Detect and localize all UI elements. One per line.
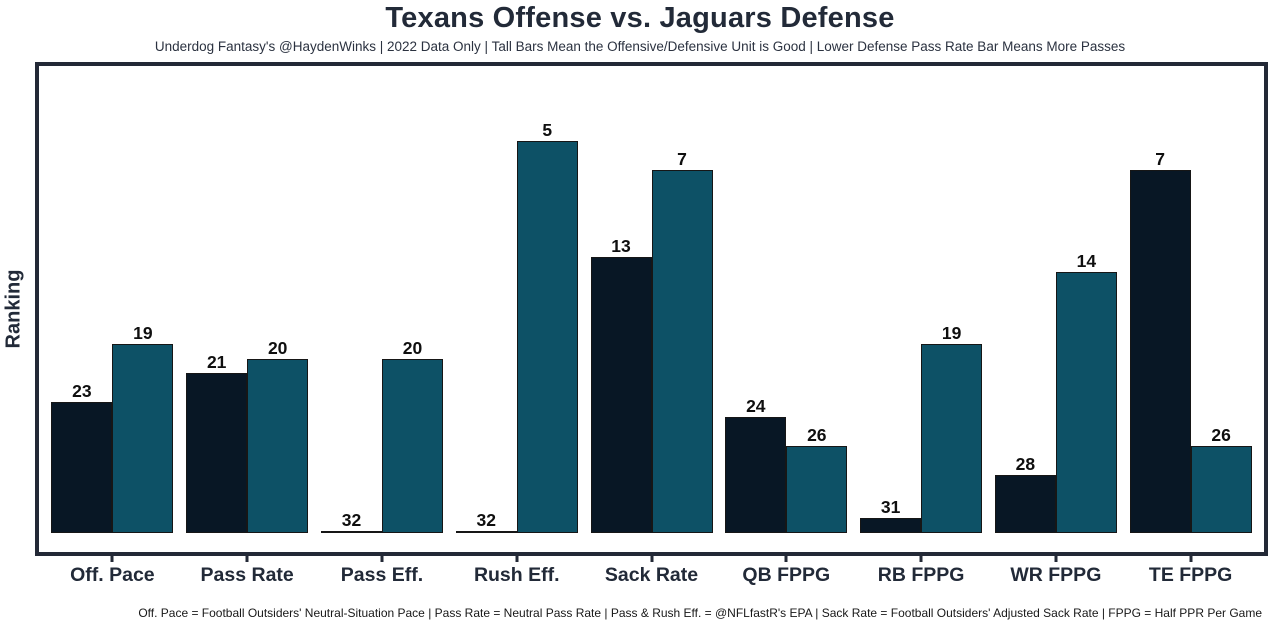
x-axis-label: QB FPPG: [742, 564, 831, 586]
x-axis-slot: Sack Rate: [584, 556, 719, 586]
bar-value-label: 32: [341, 510, 362, 530]
bar-column: 21: [186, 352, 248, 533]
x-tick: [919, 556, 923, 562]
x-axis-slot: Pass Eff.: [315, 556, 450, 586]
x-axis-slot: Rush Eff.: [449, 556, 584, 586]
bar-column: 26: [1190, 425, 1252, 533]
bar-group: 24 26: [719, 396, 854, 533]
chart-subtitle: Underdog Fantasy's @HaydenWinks | 2022 D…: [154, 39, 1126, 54]
x-axis-label: Rush Eff.: [473, 564, 560, 586]
y-axis-title: Ranking: [2, 269, 25, 349]
bar-group: 32 20: [315, 338, 450, 533]
bar-column: 7: [651, 149, 713, 533]
bar-column: 32: [455, 510, 517, 533]
bar-value-label: 26: [807, 425, 827, 445]
bar-group: 21 20: [180, 338, 315, 533]
x-axis-slot: TE FPPG: [1123, 556, 1258, 586]
bar-value-label: 20: [402, 338, 423, 358]
bar: [1190, 446, 1252, 533]
bar-column: 19: [112, 323, 174, 533]
bar-value-label: 13: [611, 236, 631, 256]
bar-column: 28: [994, 454, 1056, 533]
bar-group: 7 26: [1123, 149, 1258, 533]
x-tick: [245, 556, 249, 562]
bar: [51, 402, 113, 533]
bar-column: 26: [786, 425, 848, 533]
bar: [247, 359, 309, 533]
x-tick: [1189, 556, 1193, 562]
bar: [112, 344, 174, 533]
x-tick: [650, 556, 654, 562]
bar-group: 31 19: [854, 323, 989, 533]
bar-group: 32 5: [449, 120, 584, 533]
x-tick: [784, 556, 788, 562]
bar: [786, 446, 848, 533]
bar: [516, 141, 578, 533]
bar-column: 32: [320, 510, 382, 533]
footnote: Off. Pace = Football Outsiders' Neutral-…: [138, 606, 1262, 620]
bar-value-label: 26: [1211, 425, 1231, 445]
bar-column: 7: [1129, 149, 1191, 533]
bar-value-label: 5: [542, 120, 553, 140]
bar: [1055, 272, 1117, 533]
x-axis-label: TE FPPG: [1148, 564, 1233, 586]
bar: [994, 475, 1056, 533]
x-tick: [380, 556, 384, 562]
x-axis-slot: WR FPPG: [988, 556, 1123, 586]
bar-value-label: 7: [1155, 149, 1165, 169]
bar-group: 13 7: [584, 149, 719, 533]
bar-column: 20: [381, 338, 443, 533]
x-axis-label: RB FPPG: [877, 564, 965, 586]
bar-value-label: 32: [476, 510, 496, 530]
bar-value-label: 14: [1076, 251, 1097, 271]
bar-value-label: 31: [880, 497, 901, 517]
bar-value-label: 7: [677, 149, 687, 169]
bar: [921, 344, 983, 533]
x-axis-labels: Off. Pace Pass Rate Pass Eff. Rush Eff. Sack…: [35, 556, 1268, 586]
bar-value-label: 21: [206, 352, 227, 372]
bar: [320, 531, 382, 533]
x-axis-slot: Off. Pace: [45, 556, 180, 586]
x-tick: [110, 556, 114, 562]
bar-group: 28 14: [988, 251, 1123, 533]
x-axis-label: WR FPPG: [1010, 564, 1102, 586]
x-axis-label: Sack Rate: [604, 564, 699, 586]
chart-title: Texans Offense vs. Jaguars Defense: [385, 2, 895, 34]
bar: [455, 531, 517, 533]
bar-column: 20: [247, 338, 309, 533]
x-tick: [515, 556, 519, 562]
bar: [725, 417, 787, 533]
bar: [860, 518, 922, 533]
x-axis-slot: Pass Rate: [180, 556, 315, 586]
x-axis-slot: RB FPPG: [854, 556, 989, 586]
bars-row: 23 19 21 20 32 20 32 5 13 7 24 26 31 19 28 14 7 26: [39, 66, 1264, 552]
x-axis-label: Pass Eff.: [340, 564, 424, 586]
bar-column: 31: [860, 497, 922, 533]
bar-value-label: 28: [1015, 454, 1036, 474]
bar-value-label: 19: [133, 323, 153, 343]
bar-value-label: 19: [941, 323, 962, 343]
bar-value-label: 23: [72, 381, 92, 401]
bar-column: 24: [725, 396, 787, 533]
bar-column: 19: [921, 323, 983, 533]
bar: [381, 359, 443, 533]
bar: [186, 373, 248, 533]
bar-column: 23: [51, 381, 113, 533]
bar: [1129, 170, 1191, 533]
plot-area: 23 19 21 20 32 20 32 5 13 7 24 26 31 19 28 14 7 26: [35, 62, 1268, 556]
x-axis-label: Pass Rate: [200, 564, 294, 586]
bar: [651, 170, 713, 533]
x-axis-label: Off. Pace: [70, 564, 155, 586]
bar-column: 13: [590, 236, 652, 533]
bar-value-label: 20: [267, 338, 288, 358]
x-axis-slot: QB FPPG: [719, 556, 854, 586]
bar-column: 5: [516, 120, 578, 533]
bar-value-label: 24: [746, 396, 766, 416]
x-tick: [1054, 556, 1058, 562]
bar-column: 14: [1055, 251, 1117, 533]
bar-group: 23 19: [45, 323, 180, 533]
bar: [590, 257, 652, 533]
